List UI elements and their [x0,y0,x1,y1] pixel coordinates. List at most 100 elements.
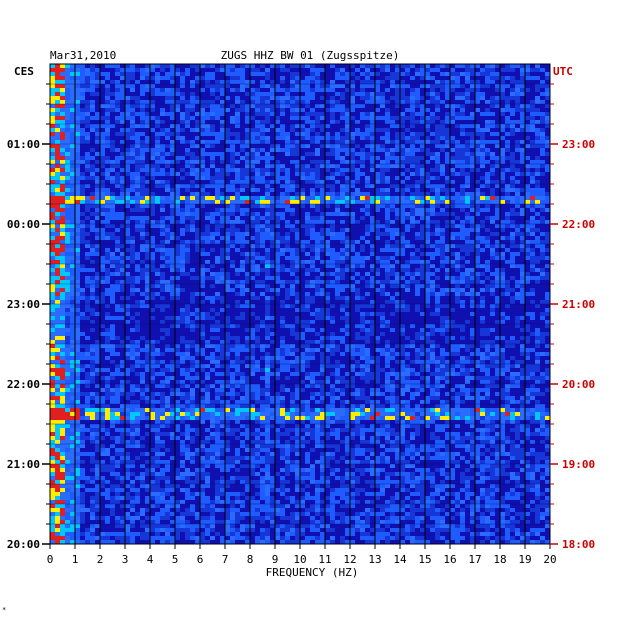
heatmap-cell [310,128,315,132]
heatmap-cell [350,216,355,220]
heatmap-cell [435,240,440,244]
heatmap-cell [215,104,220,108]
heatmap-cell [170,116,175,120]
heatmap-cell [410,208,415,212]
heatmap-cell [60,88,65,92]
heatmap-cell [310,260,315,264]
heatmap-cell [60,264,65,268]
heatmap-cell [340,108,345,112]
heatmap-cell [265,200,270,204]
heatmap-cell [415,272,420,276]
heatmap-cell [430,340,435,344]
heatmap-cell [195,312,200,316]
heatmap-cell [535,360,540,364]
heatmap-cell [250,296,255,300]
heatmap-cell [225,316,230,320]
heatmap-cell [95,152,100,156]
heatmap-cell [505,120,510,124]
heatmap-cell [400,196,405,200]
heatmap-cell [105,192,110,196]
heatmap-cell [405,176,410,180]
heatmap-cell [55,364,60,368]
heatmap-cell [425,136,430,140]
heatmap-cell [185,204,190,208]
heatmap-cell [60,148,65,152]
heatmap-cell [450,252,455,256]
heatmap-cell [260,260,265,264]
heatmap-cell [475,64,480,68]
heatmap-cell [115,108,120,112]
heatmap-cell [395,72,400,76]
heatmap-cell [485,200,490,204]
heatmap-cell [415,236,420,240]
heatmap-cell [425,100,430,104]
heatmap-cell [410,200,415,204]
heatmap-cell [540,164,545,168]
heatmap-cell [380,188,385,192]
heatmap-cell [350,148,355,152]
heatmap-cell [450,320,455,324]
heatmap-cell [125,220,130,224]
heatmap-cell [120,176,125,180]
heatmap-cell [280,268,285,272]
heatmap-cell [465,216,470,220]
heatmap-cell [185,272,190,276]
heatmap-cell [400,156,405,160]
heatmap-cell [310,248,315,252]
heatmap-cell [325,240,330,244]
heatmap-cell [480,328,485,332]
heatmap-cell [140,84,145,88]
heatmap-cell [185,188,190,192]
heatmap-cell [385,208,390,212]
heatmap-cell [60,76,65,80]
heatmap-cell [515,244,520,248]
heatmap-cell [365,284,370,288]
heatmap-cell [420,84,425,88]
heatmap-cell [220,236,225,240]
heatmap-cell [180,252,185,256]
heatmap-cell [490,140,495,144]
heatmap-cell [200,132,205,136]
heatmap-cell [370,112,375,116]
heatmap-cell [70,80,75,84]
heatmap-cell [500,108,505,112]
heatmap-cell [175,264,180,268]
heatmap-cell [105,232,110,236]
heatmap-cell [445,116,450,120]
heatmap-cell [75,68,80,72]
heatmap-cell [80,228,85,232]
heatmap-cell [200,152,205,156]
heatmap-cell [305,200,310,204]
heatmap-cell [500,220,505,224]
heatmap-cell [310,352,315,356]
heatmap-cell [195,236,200,240]
heatmap-cell [190,312,195,316]
heatmap-cell [215,364,220,368]
heatmap-cell [520,112,525,116]
heatmap-cell [510,220,515,224]
heatmap-cell [205,140,210,144]
heatmap-cell [490,352,495,356]
heatmap-cell [175,320,180,324]
heatmap-cell [305,120,310,124]
heatmap-cell [265,232,270,236]
heatmap-cell [260,204,265,208]
heatmap-cell [315,204,320,208]
heatmap-cell [410,276,415,280]
heatmap-cell [50,348,55,352]
heatmap-cell [295,292,300,296]
heatmap-cell [105,332,110,336]
heatmap-cell [205,260,210,264]
heatmap-cell [520,272,525,276]
heatmap-cell [60,136,65,140]
heatmap-cell [355,188,360,192]
heatmap-cell [425,280,430,284]
heatmap-cell [220,372,225,376]
heatmap-cell [485,368,490,372]
heatmap-cell [125,344,130,348]
heatmap-cell [260,376,265,380]
heatmap-cell [335,180,340,184]
heatmap-cell [385,220,390,224]
heatmap-cell [165,232,170,236]
heatmap-cell [215,172,220,176]
